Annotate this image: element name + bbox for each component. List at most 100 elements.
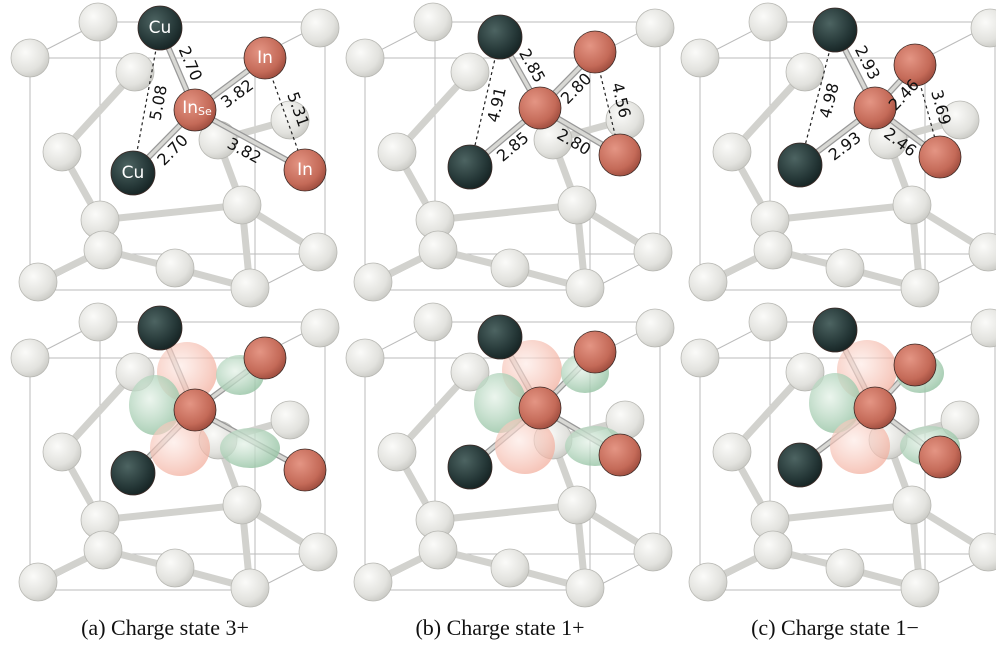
se-atom [558, 186, 596, 224]
cu-atom [478, 315, 522, 359]
cu-atom [138, 306, 182, 350]
se-atom [299, 233, 337, 271]
se-atom [636, 9, 674, 47]
bond [100, 205, 242, 220]
cu-atom [813, 308, 857, 352]
se-atom [414, 3, 452, 41]
se-atom [378, 133, 416, 171]
bond [435, 505, 577, 520]
se-atom [893, 186, 931, 224]
se-atom [223, 486, 261, 524]
se-atom [116, 53, 154, 91]
in-atom [174, 389, 216, 431]
cu-atom [778, 443, 822, 487]
se-atom [378, 433, 416, 471]
se-atom [43, 133, 81, 171]
se-atom [636, 309, 674, 347]
distance-label: 3.69 [927, 88, 955, 127]
se-atom [491, 549, 529, 587]
distance-label: 2.85 [515, 45, 549, 85]
caption: (b) Charge state 1+ [415, 615, 584, 640]
in-atom [244, 337, 286, 379]
cu-atom [813, 8, 857, 52]
se-atom [79, 303, 117, 341]
cu-atom [778, 143, 822, 187]
in-atom [574, 31, 616, 73]
se-atom [354, 263, 392, 301]
se-atom [84, 531, 122, 569]
se-atom [681, 39, 719, 77]
in-atom [284, 449, 326, 491]
se-atom [223, 186, 261, 224]
se-atom [826, 549, 864, 587]
bond [100, 505, 242, 520]
se-atom [754, 231, 792, 269]
se-atom [689, 563, 727, 601]
in-atom [854, 387, 896, 429]
se-atom [826, 249, 864, 287]
cu-atom [111, 451, 155, 495]
in-atom [894, 44, 936, 86]
cu-atom [448, 445, 492, 489]
se-atom [419, 231, 457, 269]
se-atom [901, 569, 939, 607]
se-atom [634, 233, 672, 271]
se-atom [43, 433, 81, 471]
se-atom [301, 309, 339, 347]
se-atom [893, 486, 931, 524]
se-atom [971, 9, 996, 47]
bond [770, 205, 912, 220]
se-atom [749, 3, 787, 41]
se-atom [713, 433, 751, 471]
se-atom [681, 339, 719, 377]
se-atom [713, 133, 751, 171]
se-atom [301, 9, 339, 47]
se-atom [11, 339, 49, 377]
se-atom [231, 269, 269, 307]
in-atom [599, 134, 641, 176]
se-atom [558, 486, 596, 524]
se-atom [749, 303, 787, 341]
se-atom [451, 53, 489, 91]
se-atom [419, 531, 457, 569]
se-atom [346, 339, 384, 377]
in-atom [894, 344, 936, 386]
atom-label: In [257, 48, 273, 68]
in-atom [574, 331, 616, 373]
se-atom [566, 569, 604, 607]
distance-label: 2.85 [493, 128, 532, 165]
caption: (a) Charge state 3+ [81, 615, 249, 640]
cu-atom [478, 15, 522, 59]
bond [435, 205, 577, 220]
se-atom [971, 309, 996, 347]
se-atom [634, 533, 672, 571]
atom-label: In [297, 160, 313, 180]
se-atom [901, 269, 939, 307]
distance-label: 4.98 [815, 81, 842, 120]
distance-label: 3.82 [224, 134, 264, 168]
orbital-view [346, 303, 674, 607]
distance-label: 2.70 [153, 131, 192, 170]
se-atom [689, 263, 727, 301]
atom-label-main: In [182, 98, 198, 118]
cu-atom [448, 145, 492, 189]
se-atom [156, 249, 194, 287]
bond [770, 505, 912, 520]
in-atom [919, 136, 961, 178]
atom-label-sub: Se [198, 105, 212, 118]
se-atom [19, 563, 57, 601]
se-atom [84, 231, 122, 269]
atom-label: Cu [122, 163, 145, 183]
in-atom [599, 434, 641, 476]
distance-label: 5.08 [146, 83, 171, 122]
in-atom [854, 87, 896, 129]
distance-label: 3.82 [217, 75, 257, 111]
se-atom [491, 249, 529, 287]
orbital-view [11, 303, 339, 607]
caption: (c) Charge state 1− [751, 615, 919, 640]
orbital-lobe [220, 428, 280, 468]
se-atom [414, 303, 452, 341]
figure: 2.705.083.825.312.703.82CuInCuInInSe(a) … [0, 0, 996, 651]
